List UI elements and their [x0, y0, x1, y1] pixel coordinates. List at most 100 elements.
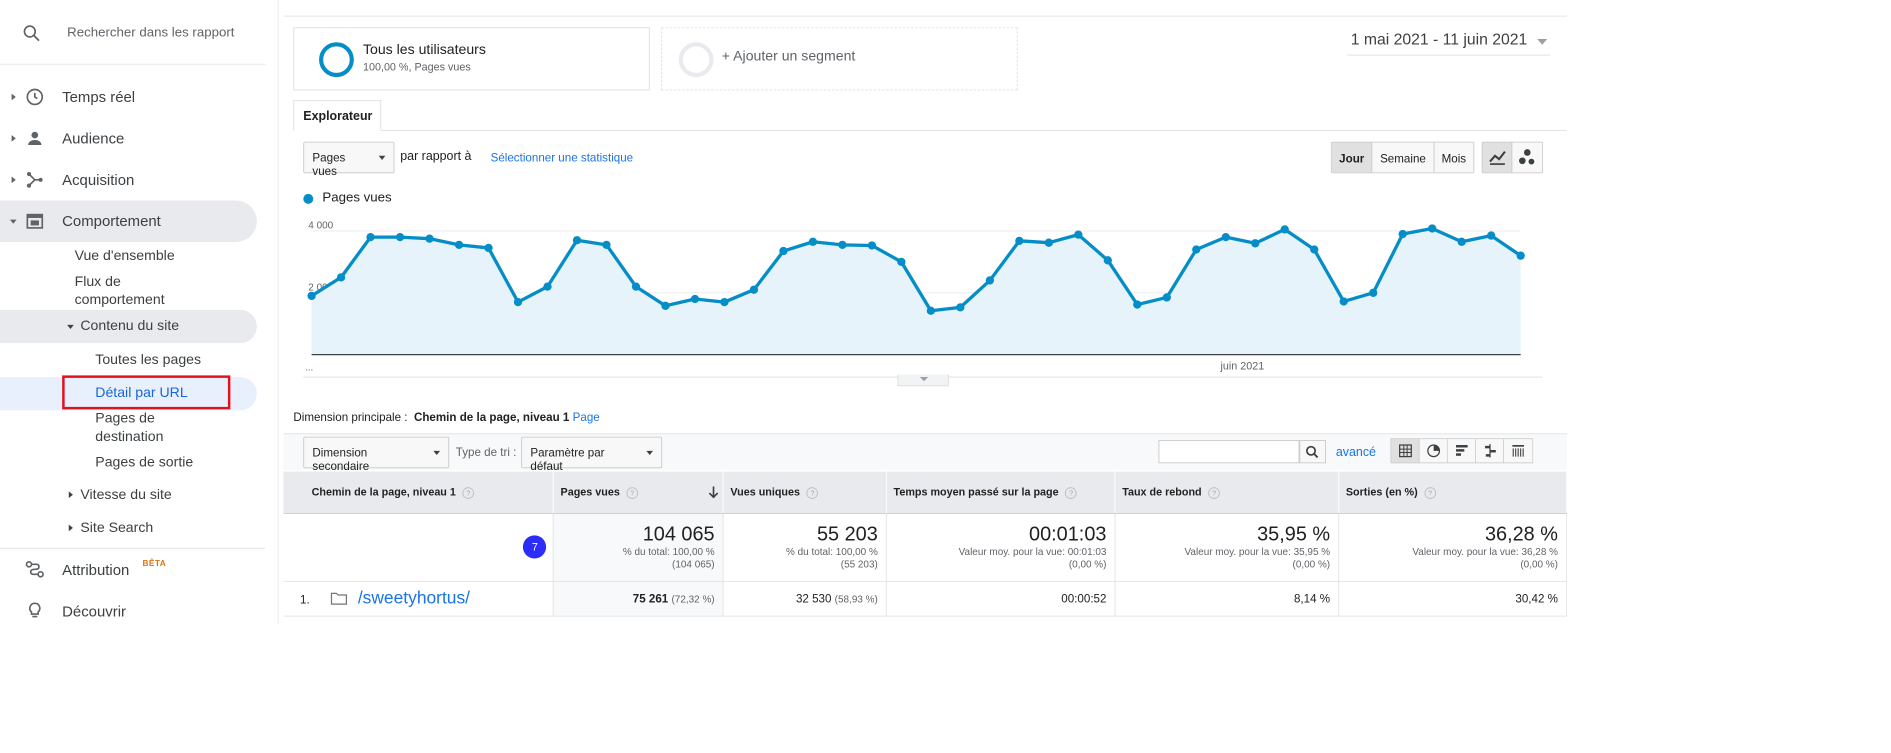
data-point — [661, 301, 670, 310]
row-pageviews: 75 261 (72,32 %) — [553, 580, 724, 617]
help-icon[interactable]: ? — [1065, 487, 1077, 499]
data-point — [1369, 288, 1378, 297]
sort-descending-icon — [709, 486, 719, 499]
data-view-button[interactable] — [1391, 439, 1420, 463]
nav-drilldown[interactable]: Détail par URL — [95, 384, 188, 401]
dimension-page-link[interactable]: Page — [572, 410, 600, 424]
data-point — [1487, 231, 1496, 240]
nav-attribution[interactable]: Attribution — [62, 561, 130, 579]
totals-time: 00:01:03 Valeur moy. pour la vue: 00:01:… — [886, 512, 1116, 582]
total-value: 104 065 — [642, 522, 715, 546]
percentage-view-button[interactable] — [1419, 439, 1448, 463]
select-metric-link[interactable]: Sélectionner une statistique — [490, 150, 634, 165]
nav-label: Acquisition — [62, 171, 135, 189]
nav-behavior[interactable]: Comportement — [0, 200, 257, 242]
column-header-bounce[interactable]: Taux de rebond? — [1115, 471, 1340, 514]
data-point — [1162, 293, 1171, 302]
motion-chart-button[interactable] — [1512, 142, 1543, 173]
table-row: 1. /sweetyhortus/ 75 261 (72,32 %) 32 53… — [283, 580, 1568, 617]
data-point — [395, 232, 405, 242]
report-search[interactable]: Rechercher dans les rapport — [0, 0, 266, 65]
comparison-view-button[interactable] — [1475, 439, 1505, 463]
header-label: Vues uniques — [730, 485, 801, 498]
total-subtext: % du total: 100,00 % — [622, 546, 715, 558]
nav-audience[interactable]: Audience — [0, 118, 265, 159]
date-range-picker[interactable]: 1 mai 2021 - 11 juin 2021 — [1347, 31, 1551, 56]
data-point — [1015, 236, 1024, 245]
help-icon[interactable]: ? — [806, 487, 819, 499]
notification-badge[interactable]: 7 — [523, 535, 547, 559]
series-area — [311, 228, 1521, 355]
total-value: 00:01:03 — [1029, 522, 1107, 546]
primary-dimension-bar: Dimension principale : Chemin de la page… — [293, 410, 569, 423]
nav-realtime[interactable]: Temps réel — [0, 76, 265, 117]
beta-badge: BÊTA — [142, 559, 167, 569]
nav-discover[interactable]: Découvrir — [62, 603, 126, 620]
nav-overview[interactable]: Vue d'ensemble — [74, 247, 175, 264]
help-icon[interactable]: ? — [1208, 487, 1220, 499]
add-segment-label: + Ajouter un segment — [721, 48, 856, 64]
nav-landing-line1[interactable]: Pages de — [95, 410, 155, 426]
highlight-annotation-box — [62, 375, 231, 410]
row-path-link[interactable]: /sweetyhortus/ — [357, 588, 471, 608]
help-icon[interactable]: ? — [1424, 487, 1436, 499]
data-point — [808, 237, 818, 246]
tab-explorer[interactable]: Explorateur — [293, 100, 382, 131]
help-icon[interactable]: ? — [462, 487, 475, 499]
pivot-view-button[interactable] — [1504, 439, 1533, 463]
clock-icon — [26, 88, 44, 106]
total-subtext: % du total: 100,00 % — [786, 546, 878, 558]
data-point — [956, 303, 965, 312]
data-point — [1192, 245, 1201, 254]
column-header-exit[interactable]: Sorties (en %)? — [1338, 471, 1568, 514]
nav-acquisition[interactable]: Acquisition — [0, 159, 265, 200]
nav-site-content[interactable]: Contenu du site — [0, 309, 257, 344]
compare-label: par rapport à — [400, 149, 472, 164]
collapse-chart-toggle[interactable] — [897, 374, 949, 387]
segment-subtitle: 100,00 %, Pages vues — [362, 60, 471, 73]
metric-select[interactable]: Pages vues — [303, 141, 395, 177]
segment-all-users[interactable]: Tous les utilisateurs 100,00 %, Pages vu… — [293, 27, 650, 91]
table-view-toggle — [1390, 438, 1534, 464]
column-header-pageviews[interactable]: Pages vues? — [553, 471, 724, 514]
acquisition-icon — [26, 171, 43, 188]
nav-site-speed[interactable]: Vitesse du site — [80, 486, 172, 503]
data-point — [1103, 256, 1112, 265]
divider — [0, 547, 266, 549]
expand-caret-icon — [11, 176, 16, 184]
column-header-path[interactable]: Chemin de la page, niveau 1? — [283, 471, 554, 514]
add-segment-button[interactable]: + Ajouter un segment — [661, 27, 1018, 91]
table-search-button[interactable] — [1299, 440, 1326, 464]
granularity-month-button[interactable]: Mois — [1434, 142, 1474, 173]
data-point — [336, 273, 346, 282]
nav-landing-line2[interactable]: destination — [95, 428, 164, 445]
nav-exit-pages[interactable]: Pages de sortie — [95, 454, 194, 470]
advanced-filter-link[interactable]: avancé — [1335, 445, 1376, 460]
report-main: Tous les utilisateurs 100,00 %, Pages vu… — [283, 0, 1568, 624]
column-header-unique[interactable]: Vues uniques? — [723, 471, 887, 514]
search-icon — [23, 25, 40, 42]
granularity-day-button[interactable]: Jour — [1331, 142, 1373, 173]
data-point — [1074, 230, 1083, 239]
granularity-week-button[interactable]: Semaine — [1372, 142, 1435, 173]
person-icon — [28, 131, 42, 146]
help-icon[interactable]: ? — [626, 487, 639, 499]
cell-value: 32 530 — [795, 591, 832, 605]
folder-icon[interactable] — [330, 591, 348, 606]
primary-dimension-current[interactable]: Chemin de la page, niveau 1 — [413, 410, 570, 424]
secondary-dimension-select[interactable]: Dimension secondaire — [303, 436, 450, 472]
performance-view-button[interactable] — [1447, 439, 1476, 463]
nav-flow-line2[interactable]: comportement — [74, 291, 165, 308]
nav-flow-line1[interactable]: Flux de — [74, 273, 121, 290]
data-point — [1221, 232, 1230, 242]
sort-type-select[interactable]: Paramètre par défaut — [521, 436, 663, 472]
line-chart-button[interactable] — [1482, 142, 1513, 173]
nav-site-search[interactable]: Site Search — [80, 519, 154, 536]
total-subtext: (0,00 %) — [1068, 558, 1107, 571]
table-search-input[interactable] — [1158, 440, 1300, 464]
data-point — [1310, 245, 1319, 254]
nav-all-pages[interactable]: Toutes les pages — [95, 351, 202, 368]
column-header-time[interactable]: Temps moyen passé sur la page? — [886, 471, 1116, 514]
total-subtext: Valeur moy. pour la vue: 35,95 % — [1184, 546, 1331, 558]
data-point — [631, 282, 641, 291]
